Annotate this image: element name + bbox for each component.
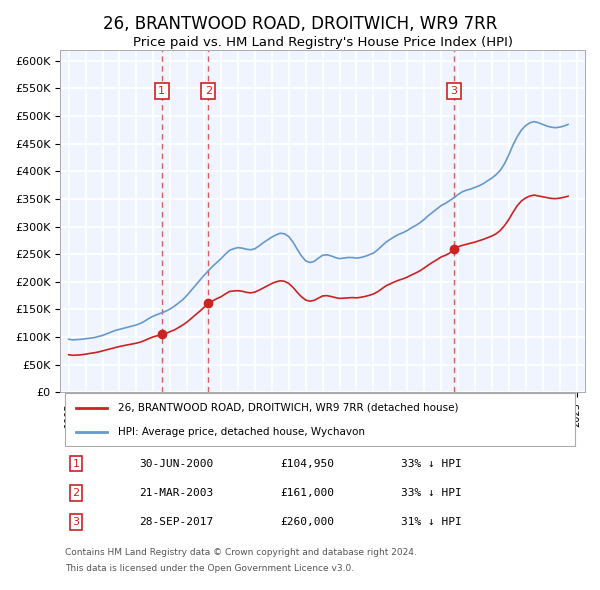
Text: This data is licensed under the Open Government Licence v3.0.: This data is licensed under the Open Gov… <box>65 564 355 573</box>
FancyBboxPatch shape <box>65 394 575 446</box>
Text: £260,000: £260,000 <box>281 517 335 527</box>
Text: £104,950: £104,950 <box>281 458 335 468</box>
Text: 33% ↓ HPI: 33% ↓ HPI <box>401 488 462 498</box>
Text: 1: 1 <box>73 458 79 468</box>
Text: 26, BRANTWOOD ROAD, DROITWICH, WR9 7RR (detached house): 26, BRANTWOOD ROAD, DROITWICH, WR9 7RR (… <box>118 402 458 412</box>
Text: 1: 1 <box>158 86 165 96</box>
Text: 3: 3 <box>451 86 457 96</box>
Text: 21-MAR-2003: 21-MAR-2003 <box>139 488 213 498</box>
Text: 2: 2 <box>205 86 212 96</box>
Text: 3: 3 <box>73 517 79 527</box>
Text: 33% ↓ HPI: 33% ↓ HPI <box>401 458 462 468</box>
Title: Price paid vs. HM Land Registry's House Price Index (HPI): Price paid vs. HM Land Registry's House … <box>133 35 512 48</box>
Text: HPI: Average price, detached house, Wychavon: HPI: Average price, detached house, Wych… <box>118 427 365 437</box>
Text: 28-SEP-2017: 28-SEP-2017 <box>139 517 213 527</box>
Text: 26, BRANTWOOD ROAD, DROITWICH, WR9 7RR: 26, BRANTWOOD ROAD, DROITWICH, WR9 7RR <box>103 15 497 33</box>
Text: 30-JUN-2000: 30-JUN-2000 <box>139 458 213 468</box>
Text: Contains HM Land Registry data © Crown copyright and database right 2024.: Contains HM Land Registry data © Crown c… <box>65 548 417 556</box>
Text: £161,000: £161,000 <box>281 488 335 498</box>
Text: 31% ↓ HPI: 31% ↓ HPI <box>401 517 462 527</box>
Text: 2: 2 <box>73 488 80 498</box>
